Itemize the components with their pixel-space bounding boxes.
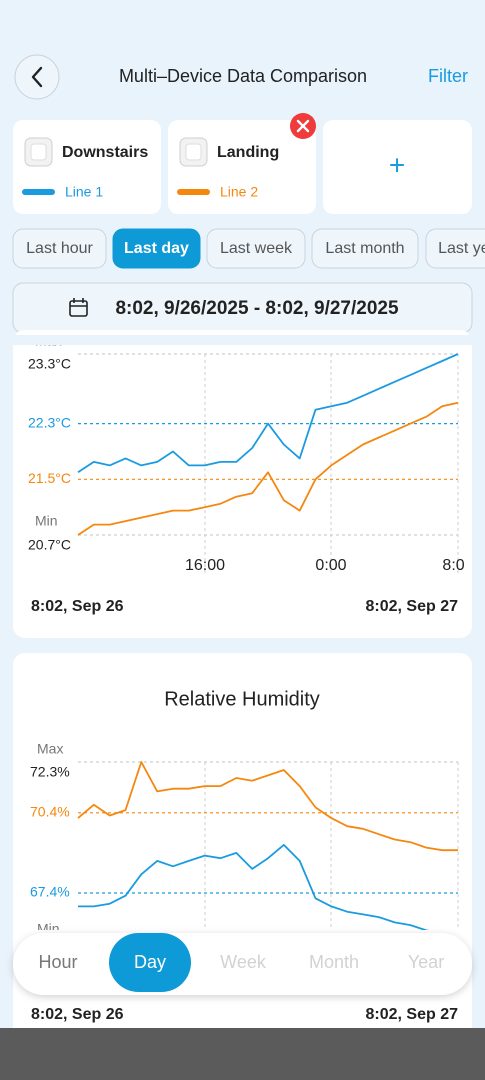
chart-card (13, 330, 472, 638)
period-active (109, 933, 191, 992)
system-bar (0, 1028, 485, 1080)
range-pill[interactable] (206, 228, 306, 269)
min-label: Min (35, 513, 58, 529)
add-card[interactable] (323, 120, 472, 214)
y-tick-label: 20.7°C (28, 537, 71, 553)
device-name: Downstairs (62, 144, 148, 161)
add-device[interactable]: + (389, 149, 405, 180)
period-tab[interactable]: Day (134, 952, 166, 972)
chart-title: Relative Humidity (164, 688, 320, 710)
range-label: Last week (220, 240, 293, 257)
device-icon-inner (185, 143, 202, 161)
series-line (77, 401, 459, 536)
scroll-edge (0, 335, 485, 345)
x-tick-label: 8:00 (442, 557, 473, 574)
y-tick-label: 72.3% (30, 764, 70, 780)
range-pill[interactable] (12, 228, 107, 269)
range-pill[interactable] (425, 228, 485, 269)
range-pill[interactable] (311, 228, 419, 269)
period-tabs: Hour Day Week Month Year (38, 933, 444, 992)
page-title: Multi–Device Data Comparison (119, 66, 367, 86)
calendar-icon (69, 300, 88, 317)
period-tab[interactable]: Hour (38, 952, 77, 972)
y-tick-label: 70.4% (30, 803, 70, 819)
legend-label: Line 1 (65, 184, 103, 200)
filter-button[interactable]: Filter (428, 66, 468, 86)
back-button[interactable] (14, 54, 60, 100)
x-tick-label: 0:00 (315, 557, 346, 574)
max-label: Max (37, 741, 63, 757)
series-line (77, 353, 459, 474)
range-pill[interactable] (112, 228, 201, 269)
device-name: Landing (217, 144, 279, 161)
y-tick-label: 23.3°C (28, 356, 71, 372)
device-icon-inner (30, 143, 47, 161)
y-tick-label: 21.5°C (28, 470, 71, 486)
end-label: 8:02, Sep 27 (366, 598, 459, 615)
series-line (77, 761, 458, 852)
series-line (78, 844, 430, 930)
device-card[interactable] (13, 120, 161, 214)
range-label: Last month (325, 240, 404, 257)
end-label: 8:02, Sep 27 (366, 1006, 459, 1023)
period-tab[interactable]: Month (309, 952, 359, 972)
range-label: Last day (124, 240, 189, 257)
humidity-chart: Relative Humidity 72.3% 70.4% 67.4% Max Min (30, 688, 459, 937)
min-label: Min (37, 921, 60, 937)
x-tick-label: 16:00 (185, 557, 225, 574)
temperature-chart: 23.3°C 22.3°C 21.5°C 20.7°C Max Min 16:00 0:00 8… (28, 333, 473, 615)
legend-swatch (22, 189, 55, 195)
legend-swatch (177, 189, 210, 195)
remove-icon (296, 119, 310, 133)
chart-labels: 8:02, Sep 26 8:02, Sep 27 (31, 1006, 458, 1023)
y-tick-label: 22.3°C (28, 414, 71, 430)
period-tab[interactable]: Week (220, 952, 267, 972)
start-label: 8:02, Sep 26 (31, 598, 124, 615)
y-tick-label: 67.4% (30, 884, 70, 900)
start-label: 8:02, Sep 26 (31, 1006, 124, 1023)
max-label: Max (35, 333, 61, 349)
legend-label: Line 2 (220, 184, 258, 200)
calendar-icon-detail (70, 298, 87, 307)
range-label: Last year (438, 240, 485, 257)
date-range: 8:02, 9/26/2025 - 8:02, 9/27/2025 (115, 298, 399, 319)
back-icon (31, 66, 43, 88)
period-tab[interactable]: Year (408, 952, 444, 972)
range-label: Last hour (26, 240, 93, 257)
